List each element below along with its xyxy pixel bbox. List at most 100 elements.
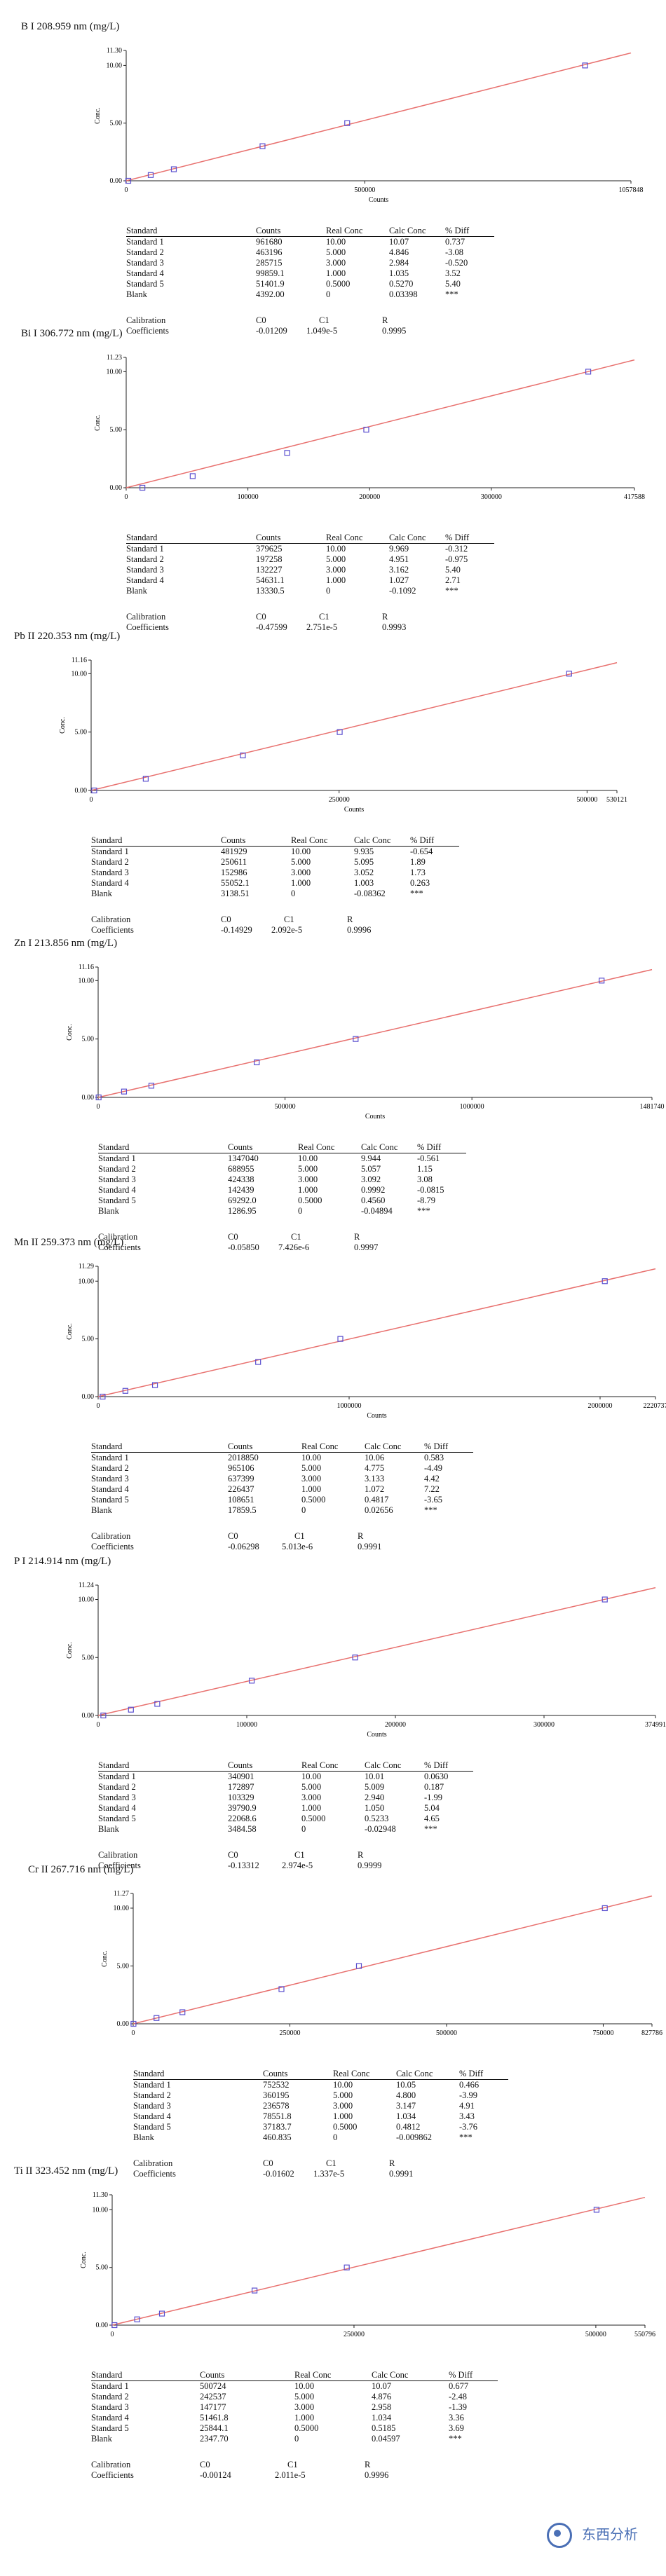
c0-value: -0.06298 — [228, 1542, 259, 1551]
table-cell: Standard 5 — [91, 2423, 129, 2433]
c1-header: C1 — [294, 1850, 305, 1860]
table-cell: 3.000 — [333, 2101, 353, 2111]
data-point — [352, 1654, 358, 1661]
data-point — [179, 2009, 186, 2015]
table-cell: 0 — [333, 2132, 338, 2142]
table-header-cell: % Diff — [445, 533, 470, 542]
table-cell: 250611 — [221, 857, 247, 867]
table-cell: 226437 — [228, 1484, 254, 1494]
table-cell: 5.000 — [298, 1164, 318, 1174]
coefficients-label: Coefficients — [91, 2470, 134, 2480]
table-header-cell: Counts — [263, 2069, 288, 2078]
table-cell: 17859.5 — [228, 1505, 257, 1515]
table-cell: 1.000 — [301, 1803, 322, 1813]
x-tick-label: 250000 — [279, 2029, 300, 2037]
table-cell: 13330.5 — [256, 586, 285, 596]
table-cell: -2.48 — [449, 2392, 468, 2402]
table-cell: -3.99 — [459, 2090, 478, 2100]
table-cell: 3.000 — [298, 1174, 318, 1184]
y-tick-label: 11.29 — [79, 1263, 94, 1270]
table-header-rule — [91, 2380, 498, 2381]
y-axis-label: Conc. — [94, 107, 102, 124]
table-cell: 3.43 — [459, 2111, 475, 2121]
table-header-cell: Counts — [200, 2370, 225, 2380]
data-point — [259, 143, 266, 149]
x-tick-label: 500000 — [275, 1103, 296, 1111]
table-cell: Standard 3 — [133, 2101, 171, 2111]
table-cell: -3.76 — [459, 2122, 478, 2132]
table-cell: 379625 — [256, 544, 283, 554]
fit-line — [125, 52, 632, 181]
c1-value: 2.751e-5 — [306, 622, 338, 632]
table-cell: -1.39 — [449, 2402, 468, 2412]
table-cell: Standard 4 — [126, 575, 164, 585]
data-point — [602, 1905, 608, 1912]
data-point — [355, 1963, 362, 1969]
calibration-panel: Bi I 306.772 nm (mg/L) 0.00 5.00 10.00 11.23… — [0, 328, 666, 636]
table-cell: 0 — [291, 889, 296, 898]
y-tick-label: 5.00 — [82, 1336, 95, 1343]
data-point — [363, 427, 369, 433]
x-tick-label: 2220737 — [644, 1402, 666, 1410]
table-cell: 51401.9 — [256, 279, 285, 289]
c1-value: 2.974e-5 — [282, 1861, 313, 1870]
x-tick-label: 0 — [97, 1103, 100, 1111]
r-header: R — [389, 2158, 395, 2168]
table-cell: 3.69 — [449, 2423, 464, 2433]
y-tick-label: 0.00 — [82, 1712, 95, 1720]
panel-title: Mn II 259.373 nm (mg/L) — [14, 1237, 124, 1248]
x-axis-label: Counts — [367, 1731, 386, 1738]
table-cell: 0.677 — [449, 2381, 469, 2391]
c0-header: C0 — [256, 612, 266, 622]
table-cell: 460.835 — [263, 2132, 292, 2142]
c1-value: 5.013e-6 — [282, 1542, 313, 1551]
table-cell: 0.5000 — [298, 1195, 322, 1205]
data-point — [125, 177, 132, 184]
table-cell: 108651 — [228, 1495, 254, 1505]
data-point — [344, 120, 351, 126]
table-cell: Standard 2 — [133, 2090, 171, 2100]
c0-value: -0.14929 — [221, 925, 252, 935]
table-cell: 0.5185 — [372, 2423, 396, 2433]
table-cell: 2.940 — [365, 1793, 385, 1802]
table-cell: 0.5270 — [389, 279, 414, 289]
table-cell: 3.162 — [389, 565, 409, 575]
table-cell: Standard 1 — [133, 2080, 171, 2090]
y-tick-label: 0.00 — [117, 2020, 130, 2028]
data-point — [142, 776, 149, 782]
x-tick-label: 300000 — [534, 1721, 555, 1729]
calibration-label: Calibration — [98, 1850, 138, 1860]
table-cell: 3.000 — [326, 565, 346, 575]
y-tick-label: 5.00 — [96, 2264, 109, 2272]
table-cell: 0.4817 — [365, 1495, 389, 1505]
y-tick-label: 0.00 — [96, 2322, 109, 2329]
y-tick-label: 10.00 — [72, 670, 88, 678]
table-cell: 9.944 — [361, 1153, 381, 1163]
table-cell: 2.984 — [389, 258, 409, 268]
table-cell: 4.846 — [389, 247, 409, 257]
c1-header: C1 — [287, 2460, 298, 2469]
table-header-cell: Standard — [133, 2069, 165, 2078]
table-cell: 22068.6 — [228, 1814, 257, 1823]
table-header-cell: Standard — [91, 835, 123, 845]
table-cell: 55052.1 — [221, 878, 250, 888]
table-cell: *** — [445, 586, 458, 596]
table-header-cell: Standard — [91, 2370, 123, 2380]
x-tick-label: 1000000 — [460, 1103, 484, 1111]
table-cell: -8.79 — [417, 1195, 436, 1205]
table-cell: Standard 5 — [91, 1495, 129, 1505]
table-header-cell: % Diff — [417, 1142, 442, 1152]
calibration-label: Calibration — [98, 1232, 138, 1242]
table-cell: -1.99 — [424, 1793, 443, 1802]
r-value: 0.9997 — [354, 1242, 379, 1252]
c0-header: C0 — [221, 914, 231, 924]
table-header-cell: Counts — [228, 1760, 253, 1770]
data-point — [344, 2264, 350, 2270]
coefficients-label: Coefficients — [98, 1242, 141, 1252]
table-cell: 9.935 — [354, 847, 374, 856]
table-cell: Standard 3 — [91, 868, 129, 877]
table-header-cell: % Diff — [424, 1441, 449, 1451]
calibration-chart: 0.00 5.00 10.00 11.23 0 100000 200000 300000 417… — [94, 354, 645, 501]
table-cell: 285715 — [256, 258, 283, 268]
